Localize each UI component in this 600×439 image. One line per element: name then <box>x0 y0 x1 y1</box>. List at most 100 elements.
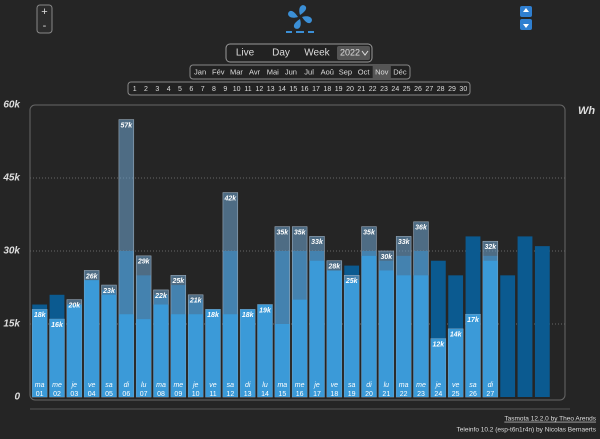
zoom-in[interactable]: + <box>41 6 47 18</box>
x-weekday-label: lu <box>262 382 268 389</box>
bar <box>222 314 238 397</box>
bar <box>361 255 377 397</box>
day-button[interactable]: 22 <box>369 86 377 93</box>
month-button[interactable]: Mar <box>230 67 243 76</box>
zoom-box <box>36 4 53 34</box>
bar <box>49 319 65 397</box>
day-button[interactable]: 6 <box>189 86 193 93</box>
day-button[interactable]: 27 <box>425 86 433 93</box>
x-tick-label: 24 <box>434 391 442 398</box>
day-button[interactable]: 9 <box>223 86 227 93</box>
day-button[interactable]: 23 <box>380 86 388 93</box>
data-label: 22k <box>154 293 168 300</box>
x-weekday-label: je <box>313 382 320 389</box>
x-tick-label: 17 <box>313 391 321 398</box>
day-button[interactable]: 15 <box>289 86 297 93</box>
day-button[interactable]: 2 <box>144 86 148 93</box>
month-button[interactable]: Fév <box>212 67 225 76</box>
bar <box>274 324 290 397</box>
period-button[interactable]: Week <box>304 48 330 59</box>
x-weekday-label: sa <box>348 382 356 389</box>
x-weekday-label: sa <box>105 382 113 389</box>
day-button[interactable]: 14 <box>278 86 286 93</box>
day-button[interactable]: 30 <box>459 86 467 93</box>
day-button[interactable]: 13 <box>267 86 275 93</box>
day-button[interactable]: 19 <box>335 86 343 93</box>
day-button[interactable]: 24 <box>391 86 399 93</box>
data-label: 21k <box>189 298 203 305</box>
period-button[interactable]: Day <box>272 48 290 59</box>
day-button[interactable]: 5 <box>178 86 182 93</box>
month-button[interactable]: Sep <box>339 67 352 76</box>
x-tick-label: 04 <box>88 391 96 398</box>
x-weekday-label: ve <box>209 382 217 389</box>
day-button[interactable]: 28 <box>437 86 445 93</box>
bar <box>534 246 550 397</box>
tasmota-link[interactable]: Tasmota 12.2.0 by Theo Arends <box>504 416 596 423</box>
day-button[interactable]: 3 <box>155 86 159 93</box>
x-tick-label: 18 <box>330 391 338 398</box>
day-button[interactable]: 26 <box>414 86 422 93</box>
year-select[interactable] <box>337 46 370 60</box>
bar <box>205 309 221 397</box>
x-weekday-label: di <box>245 382 251 389</box>
month-button[interactable]: Jun <box>285 67 297 76</box>
select-caret <box>361 50 369 56</box>
data-label: 29k <box>137 259 151 266</box>
day-button[interactable]: 8 <box>212 86 216 93</box>
month-button[interactable]: Jan <box>194 67 206 76</box>
period-button[interactable]: Live <box>236 48 255 59</box>
day-button[interactable]: 1 <box>133 86 137 93</box>
data-label: 20k <box>67 303 81 310</box>
bar <box>482 260 498 397</box>
month-selected <box>372 66 391 78</box>
month-button[interactable]: Oct <box>358 67 371 76</box>
day-button[interactable]: 29 <box>448 86 456 93</box>
x-tick-label: 16 <box>296 391 304 398</box>
month-button[interactable]: Nov <box>375 67 389 76</box>
month-button[interactable]: Jul <box>304 67 314 76</box>
day-button[interactable]: 25 <box>403 86 411 93</box>
data-label: 16k <box>51 322 64 329</box>
x-weekday-label: ma <box>35 382 45 389</box>
data-label: 18k <box>34 312 47 319</box>
year-label: 2022 <box>340 47 360 57</box>
month-button[interactable]: Déc <box>393 67 407 76</box>
period-box <box>225 43 373 63</box>
x-weekday-label: di <box>124 382 130 389</box>
day-button[interactable]: 20 <box>346 86 354 93</box>
day-button[interactable]: 18 <box>323 86 331 93</box>
plot-frame <box>29 104 566 401</box>
day-button[interactable]: 10 <box>233 86 241 93</box>
zoom-out[interactable]: - <box>43 20 47 32</box>
x-weekday-label: je <box>192 382 199 389</box>
x-weekday-label: di <box>488 382 494 389</box>
day-button[interactable]: 4 <box>167 86 171 93</box>
bar <box>430 338 446 397</box>
x-tick-label: 15 <box>278 391 286 398</box>
bar <box>326 270 342 397</box>
day-button[interactable]: 21 <box>357 86 365 93</box>
day-button[interactable]: 17 <box>312 86 320 93</box>
x-tick-label: 08 <box>157 391 165 398</box>
x-weekday-label: sa <box>227 382 235 389</box>
y-tick-label: 15k <box>3 319 20 330</box>
x-tick-label: 01 <box>36 391 44 398</box>
bar <box>413 275 429 397</box>
x-weekday-label: me <box>173 382 183 389</box>
x-tick-label: 05 <box>105 391 113 398</box>
x-weekday-label: je <box>435 382 442 389</box>
day-button[interactable]: 12 <box>255 86 263 93</box>
arrow-up-icon <box>523 8 529 12</box>
x-weekday-label: lu <box>384 382 390 389</box>
data-label: 18k <box>207 312 220 319</box>
month-button[interactable]: Aoû <box>321 67 334 76</box>
x-weekday-label: sa <box>469 382 477 389</box>
day-button[interactable]: 11 <box>244 86 251 93</box>
month-button[interactable]: Avr <box>249 67 261 76</box>
x-tick-label: 11 <box>209 391 216 398</box>
day-button[interactable]: 16 <box>301 86 309 93</box>
month-button[interactable]: Mai <box>267 67 279 76</box>
day-button[interactable]: 7 <box>201 86 205 93</box>
